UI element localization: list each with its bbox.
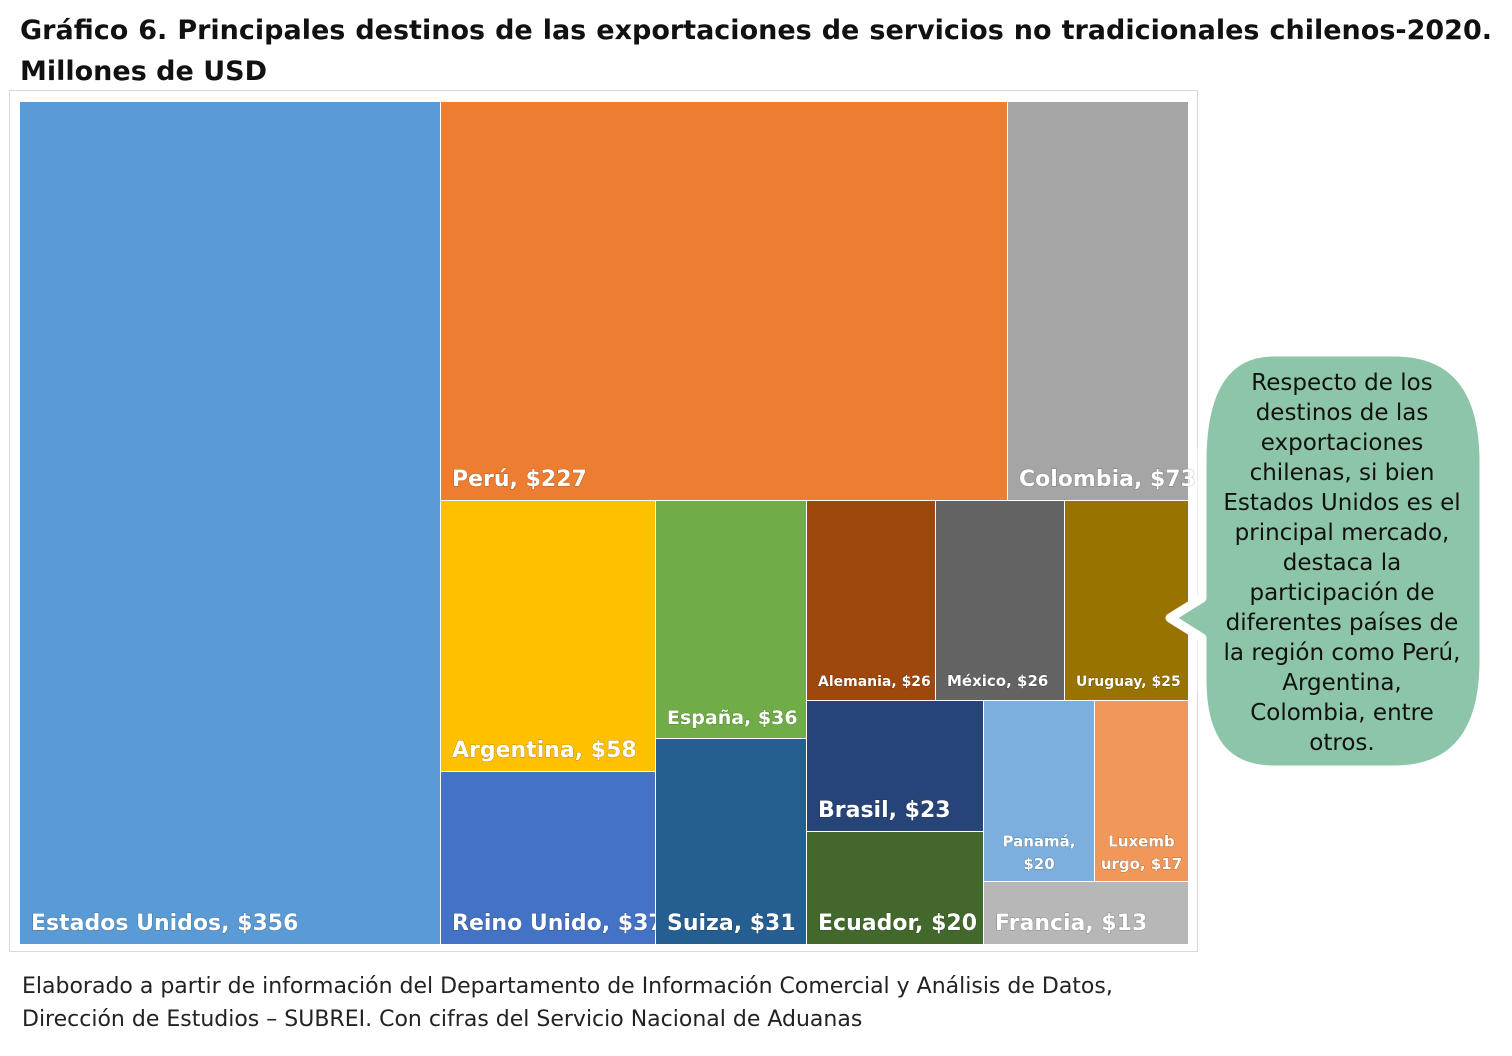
tile-label-reino-unido: Reino Unido, $37 [452,911,664,936]
chart-title: Gráfico 6. Principales destinos de las e… [20,15,1492,87]
tile-colombia [1008,102,1188,500]
tile-panama [984,701,1094,881]
tile-espana [656,501,806,738]
tile-label-alemania: Alemania, $26 [818,674,931,690]
treemap: Estados Unidos, $356 Perú, $227 Colombia, … [20,102,1196,944]
tile-estados-unidos [20,102,440,944]
tile-label-argentina: Argentina, $58 [452,738,637,763]
tile-label-estados-unidos: Estados Unidos, $356 [31,911,298,936]
tile-uruguay [1065,501,1188,700]
chart-frame: Estados Unidos, $356 Perú, $227 Colombia, … [9,90,1198,952]
tile-label-peru: Perú, $227 [452,467,587,492]
tile-label-panama: $20 [1023,855,1054,873]
tile-mexico [936,501,1064,700]
tile-brasil [807,701,983,831]
source-note: Elaborado a partir de información del De… [22,974,1113,1032]
tile-alemania [807,501,935,700]
callout-text: Respecto de los destinos de las exportac… [1223,370,1461,756]
tile-francia [984,882,1188,944]
tile-label-luxemburgo: Luxemb [1108,833,1175,851]
tile-peru [441,102,1007,500]
tile-label-mexico: México, $26 [947,672,1048,690]
tile-label-ecuador: Ecuador, $20 [818,911,977,936]
tile-argentina [441,501,655,771]
callout-shape [1165,347,1489,775]
tile-label-colombia: Colombia, $73 [1019,467,1196,492]
tile-luxemburgo [1095,701,1188,881]
tile-label-francia: Francia, $13 [995,911,1147,936]
tile-ecuador [807,832,983,944]
tile-label-uruguay: Uruguay, $25 [1076,674,1181,690]
tile-label-luxemburgo: urgo, $17 [1101,855,1182,873]
tile-label-espana: España, $36 [667,707,798,729]
tile-label-brasil: Brasil, $23 [818,798,951,823]
tile-label-panama: Panamá, [1003,833,1076,851]
callout-bubble [1165,347,1489,775]
tile-reino-unido [441,772,655,944]
tile-suiza [656,739,806,944]
tile-label-suiza: Suiza, $31 [667,911,796,936]
